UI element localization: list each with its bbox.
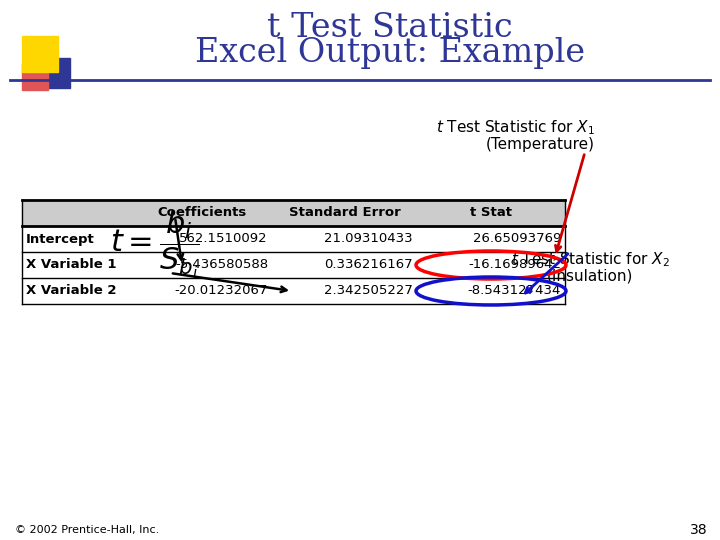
Text: -16.16989642: -16.16989642 (468, 259, 561, 272)
Text: t Test Statistic: t Test Statistic (267, 12, 513, 44)
Text: -5.436580588: -5.436580588 (175, 259, 268, 272)
Bar (40, 58, 70, 88)
Text: Intercept: Intercept (26, 233, 95, 246)
Text: Coefficients: Coefficients (158, 206, 247, 219)
Text: 562.1510092: 562.1510092 (179, 233, 268, 246)
Text: 21.09310433: 21.09310433 (325, 233, 413, 246)
Text: 0.336216167: 0.336216167 (325, 259, 413, 272)
Text: (Temperature): (Temperature) (486, 137, 595, 152)
Text: -8.543127434: -8.543127434 (467, 285, 561, 298)
Text: X Variable 2: X Variable 2 (26, 285, 117, 298)
Text: -20.01232067: -20.01232067 (175, 285, 268, 298)
Text: (Insulation): (Insulation) (546, 268, 633, 284)
Text: Excel Output: Example: Excel Output: Example (195, 37, 585, 69)
Text: © 2002 Prentice-Hall, Inc.: © 2002 Prentice-Hall, Inc. (15, 525, 159, 535)
Bar (22, 200, 565, 226)
Text: $t$ Test Statistic for $X_1$: $t$ Test Statistic for $X_1$ (436, 119, 595, 137)
Text: 38: 38 (690, 523, 708, 537)
Bar (22, 64, 48, 90)
Text: $t$ Test Statistic for $X_2$: $t$ Test Statistic for $X_2$ (510, 251, 670, 269)
Text: $t = \dfrac{b_i}{S_{b_i}}$: $t = \dfrac{b_i}{S_{b_i}}$ (110, 209, 200, 281)
Text: X Variable 1: X Variable 1 (26, 259, 117, 272)
Text: 2.342505227: 2.342505227 (324, 285, 413, 298)
Text: t Stat: t Stat (470, 206, 512, 219)
Text: Standard Error: Standard Error (289, 206, 400, 219)
Text: 26.65093769: 26.65093769 (472, 233, 561, 246)
Bar (22, 36, 58, 72)
